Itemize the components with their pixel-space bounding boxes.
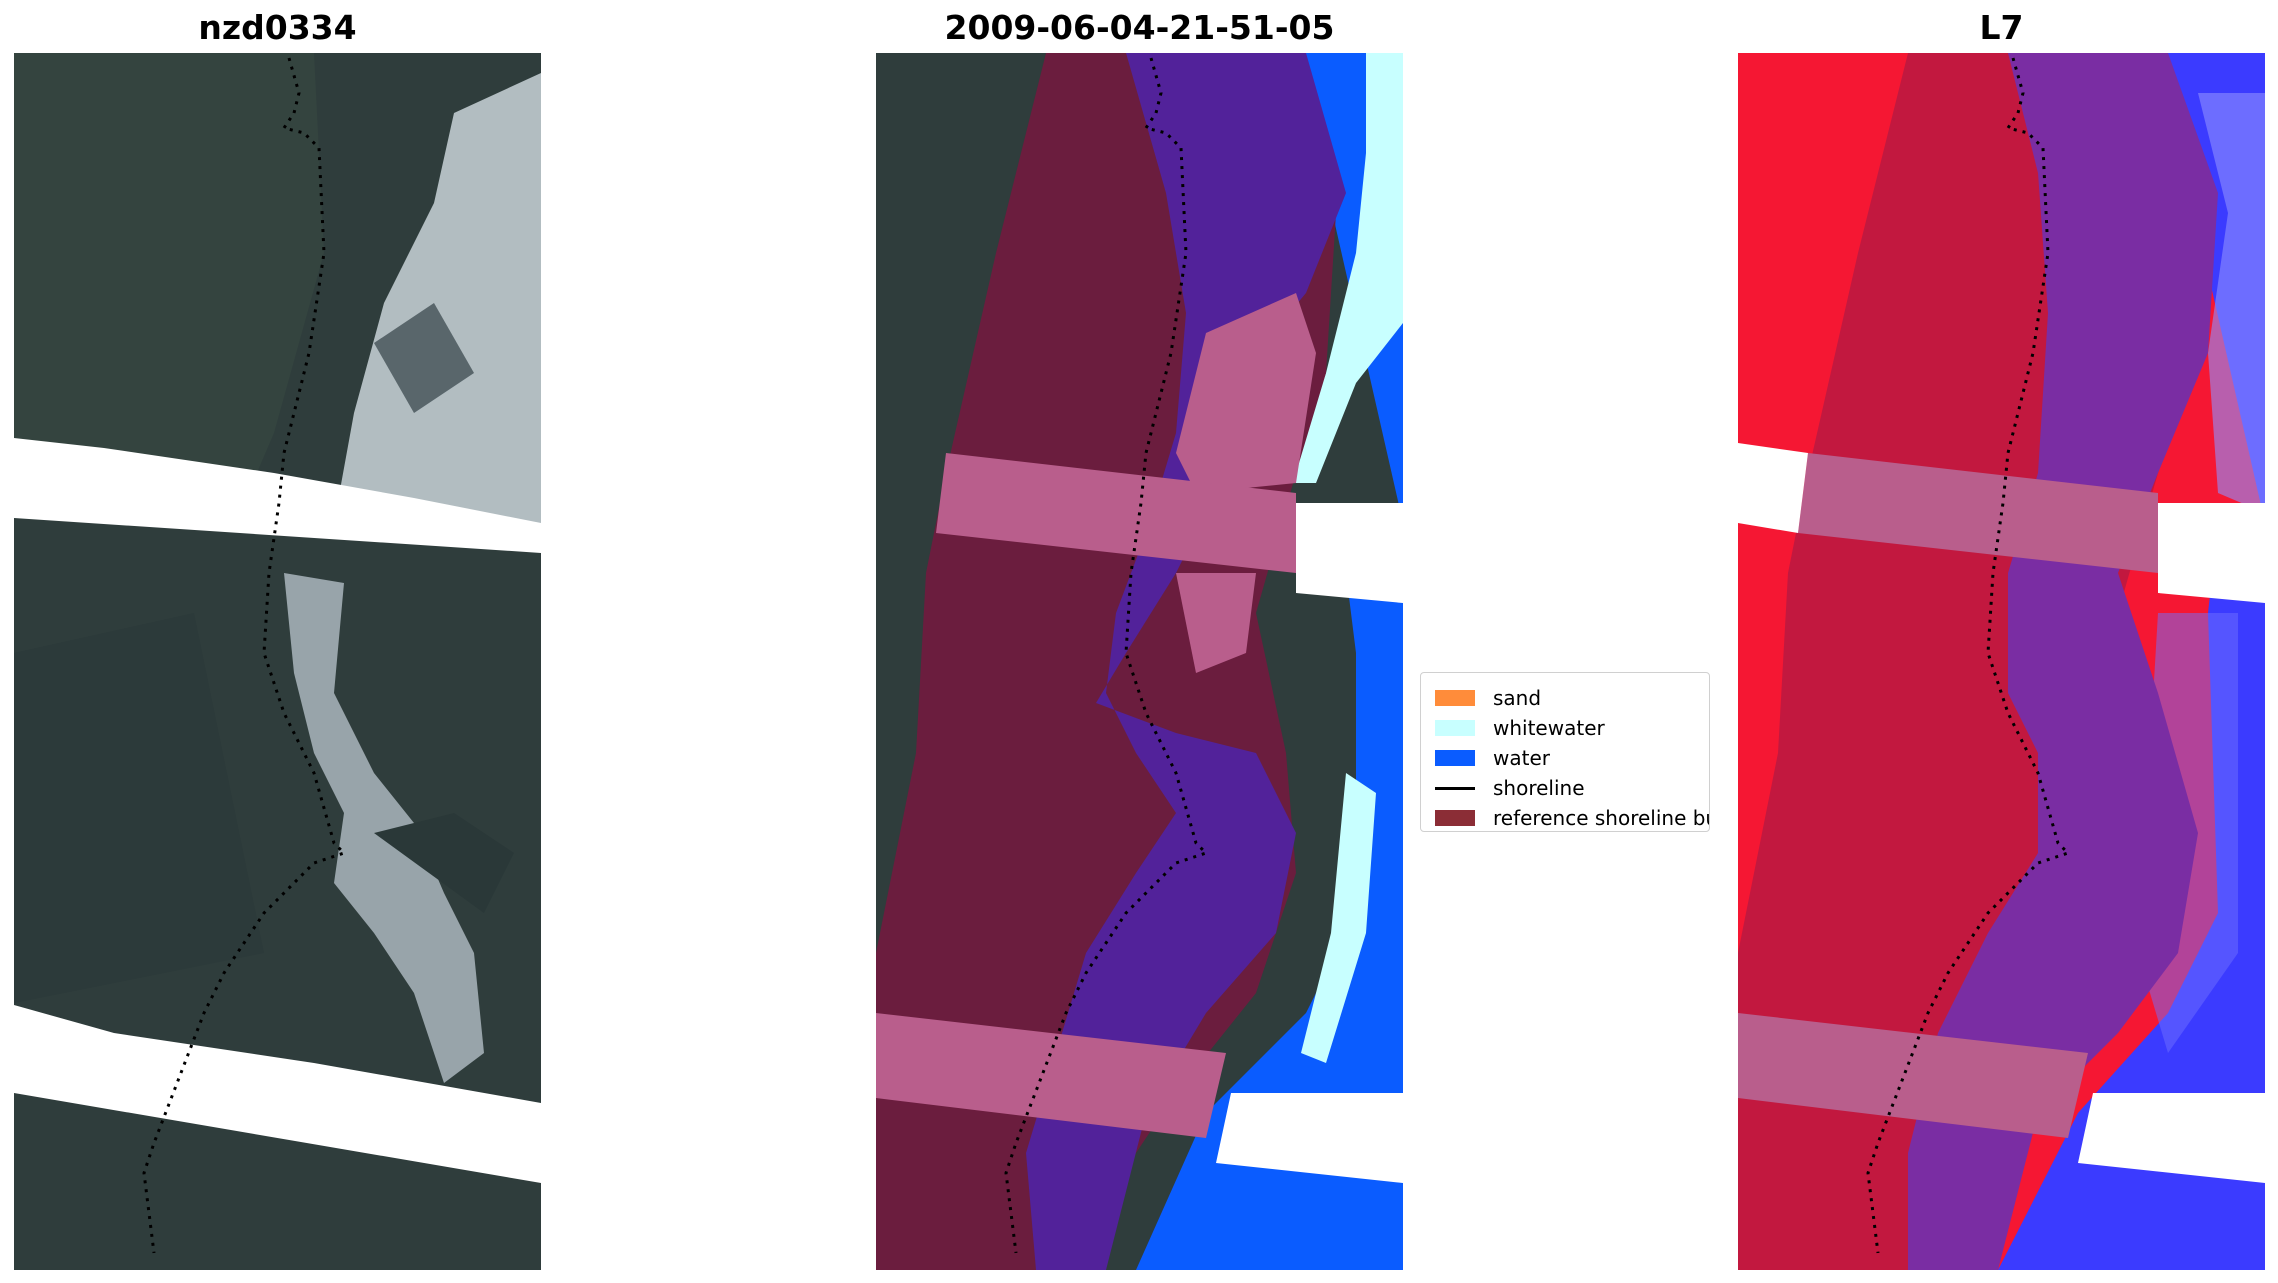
legend: sand whitewater water shoreline referenc… [1420, 672, 1710, 832]
ndwi-image [1738, 53, 2265, 1270]
legend-label: shoreline [1493, 776, 1585, 800]
legend-item-reference-buffer: reference shoreline buff [1435, 803, 1710, 831]
rgb-image-panel [14, 53, 541, 1270]
whitewater-swatch [1435, 720, 1475, 736]
legend-item-whitewater: whitewater [1435, 713, 1709, 743]
legend-label: whitewater [1493, 716, 1605, 740]
classified-image-panel [876, 53, 1403, 1270]
title-rgb-panel: nzd0334 [198, 8, 357, 47]
title-classified-panel: 2009-06-04-21-51-05 [944, 8, 1335, 47]
water-swatch [1435, 750, 1475, 766]
legend-item-shoreline: shoreline [1435, 773, 1709, 803]
legend-label: sand [1493, 686, 1542, 710]
reference-buffer-swatch [1435, 810, 1475, 826]
title-ndwi-panel: L7 [1979, 8, 2024, 47]
legend-item-water: water [1435, 743, 1709, 773]
legend-label: reference shoreline buff [1493, 806, 1710, 830]
legend-item-sand: sand [1435, 683, 1709, 713]
ndwi-image-panel [1738, 53, 2265, 1270]
shoreline-line-swatch [1435, 786, 1475, 790]
legend-label: water [1493, 746, 1550, 770]
rgb-image [14, 53, 541, 1270]
sand-swatch [1435, 690, 1475, 706]
classified-image [876, 53, 1403, 1270]
